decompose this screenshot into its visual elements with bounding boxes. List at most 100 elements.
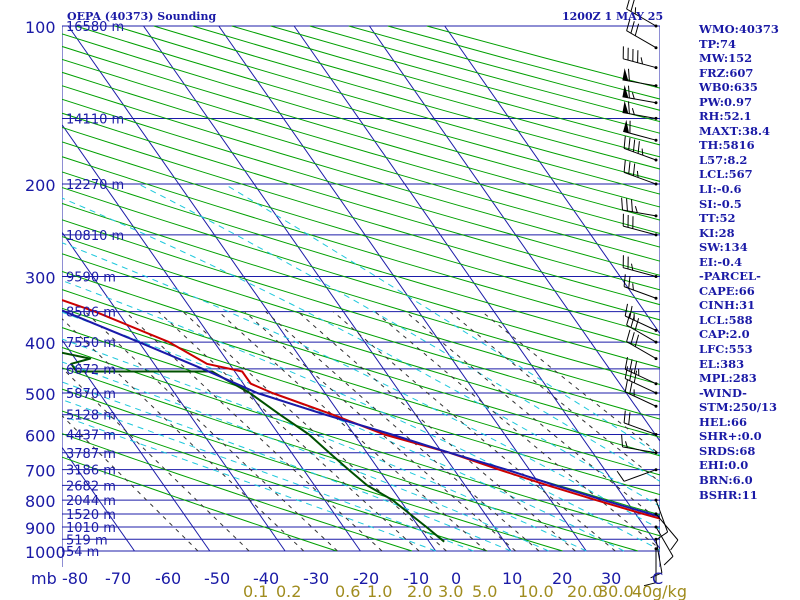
index-item: EL:383 (699, 356, 745, 371)
index-item: SHR+:0.0 (699, 429, 762, 444)
index-item: RH:52.1 (699, 109, 752, 124)
height-tick-label: 54 m (66, 545, 99, 560)
pressure-tick-label: 900 (25, 519, 56, 538)
wind-barb-base (654, 66, 658, 70)
pressure-tick-label: 500 (25, 385, 56, 404)
dry-adiabat-line (62, 45, 660, 221)
wind-barb (626, 18, 658, 50)
index-item: EI:-0.4 (699, 254, 743, 269)
index-item: L57:8.2 (699, 152, 748, 167)
wind-barb (622, 255, 658, 278)
wind-barb-staff (623, 422, 657, 435)
wind-barb (622, 100, 658, 120)
pressure-tick-label: 600 (25, 427, 56, 446)
mixing-ratio-line (297, 311, 576, 552)
temperature-tick-label: -10 (403, 569, 429, 588)
height-tick-label: 12270 m (66, 178, 124, 193)
wind-barb-feather (631, 108, 635, 115)
wind-barb-feather (630, 21, 635, 34)
index-item: BRN:6.0 (699, 472, 753, 487)
wind-barb-staff (622, 446, 657, 454)
height-tick-label: 519 m (66, 533, 108, 548)
wind-barb-feather (628, 101, 630, 114)
wind-barb (623, 160, 658, 186)
wind-barb-feather (632, 139, 636, 152)
wind-barb-feather (636, 170, 639, 178)
isotherm-line (62, 123, 361, 552)
wind-barb-base (654, 512, 658, 516)
dry-adiabat-line (62, 235, 660, 420)
dry-adiabat-line (62, 367, 639, 552)
index-item: -WIND- (699, 385, 747, 400)
isotherm-line (67, 25, 437, 552)
dry-adiabat-line (62, 156, 660, 337)
wind-barb-base (654, 296, 658, 300)
wind-barb-feather (621, 197, 623, 211)
index-item: CAP:2.0 (699, 327, 750, 342)
mixing-ratio-line (265, 311, 540, 552)
wind-barb (626, 0, 658, 28)
mixing-ratio-line (374, 311, 660, 550)
dry-adiabat-line (62, 253, 660, 438)
pressure-tick-label: 400 (25, 334, 56, 353)
sounding-time: 1200Z 1 MAY 25 (562, 10, 663, 23)
index-item: TT:52 (699, 211, 736, 226)
isotherm-line (143, 25, 512, 552)
temperature-tick-label: -50 (204, 569, 230, 588)
wind-barb-staff (655, 513, 679, 541)
wind-barb-feather (626, 0, 630, 10)
pressure-tick-label: 200 (25, 176, 56, 195)
isotherm-line (368, 25, 660, 443)
isotherm-line (62, 231, 286, 552)
height-tick-label: 16580 m (66, 20, 124, 35)
mixing-ratio-line (182, 311, 447, 552)
height-tick-label: 2682 m (66, 479, 116, 494)
wind-barb-feather (629, 381, 633, 395)
temperature-tick-label: 10 (502, 569, 522, 588)
moist-adiabat-line (62, 242, 660, 530)
wind-barb-staff (624, 391, 657, 407)
wind-barb-feather (624, 303, 628, 317)
wind-barb-feather (637, 141, 640, 154)
dry-adiabat-line (62, 219, 660, 403)
height-tick-label: 14110 m (66, 112, 124, 127)
temperature-tick-label: -80 (62, 569, 88, 588)
wind-barb-staff (623, 267, 657, 277)
wind-barb-feather (628, 275, 631, 289)
wind-barb (624, 366, 658, 395)
mixing-ratio-line (62, 318, 305, 552)
height-tick-label: 8506 m (66, 306, 116, 321)
wind-barb (622, 85, 658, 105)
index-item: SRDS:68 (699, 443, 756, 458)
index-item: BSHR:11 (699, 487, 758, 502)
wind-barb-staff (623, 58, 657, 69)
wind-barb-staff (623, 171, 657, 185)
wind-barb-feather (626, 313, 631, 326)
dry-adiabat-line (62, 388, 563, 552)
wind-barb-base (654, 275, 658, 278)
wind-barb-staff (655, 526, 674, 557)
dry-adiabat-line (114, 25, 660, 182)
wind-barb-base (654, 233, 658, 237)
index-item: SW:134 (699, 240, 748, 255)
temperature-tick-label: -30 (303, 569, 329, 588)
dry-adiabat-line (62, 98, 660, 276)
dry-adiabat-line (62, 307, 660, 496)
temperature-tick-label: -20 (353, 569, 379, 588)
wind-barb-base (654, 340, 658, 344)
wind-barb-feather (621, 434, 623, 447)
wind-barb-feather (625, 441, 628, 448)
wind-barb-staff (623, 225, 657, 236)
wind-barb-base (654, 24, 658, 28)
wind-barb (623, 119, 658, 142)
wind-barb-feather (657, 531, 668, 540)
wind-barb-feather (626, 18, 631, 31)
wind-barb-feather (641, 148, 644, 156)
index-item: TH:5816 (699, 138, 755, 153)
mixing-ratio-label: 2.0 (407, 582, 432, 600)
wind-barb-feather (632, 163, 636, 176)
index-item: FRZ:607 (699, 65, 754, 80)
wind-barb (621, 197, 658, 218)
wind-barb-feather (623, 274, 626, 287)
